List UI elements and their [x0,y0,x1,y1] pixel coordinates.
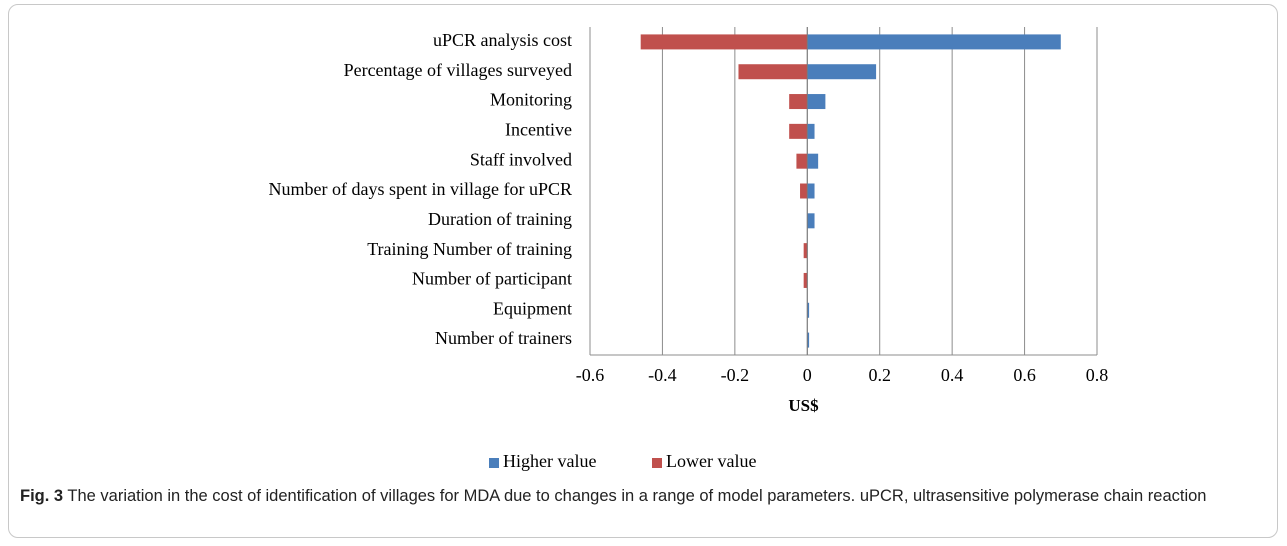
y-tick-label: Number of trainers [435,328,572,348]
bar [640,34,808,50]
bar [738,64,808,80]
legend-label: Lower value [666,451,756,471]
x-tick-label: 0.2 [868,365,891,385]
bar [807,332,810,348]
bar [789,123,808,139]
figure-caption: Fig. 3 The variation in the cost of iden… [20,484,1265,508]
figure-label: Fig. 3 [20,487,64,505]
bar [807,183,815,199]
caption-text: The variation in the cost of identificat… [67,487,1207,505]
y-tick-label: Number of participant [412,269,572,289]
legend-swatch [489,458,499,468]
bar [807,123,815,139]
y-tick-label: Incentive [505,119,572,139]
y-tick-label: Training Number of training [367,239,572,259]
x-tick-label: 0.4 [941,365,964,385]
bar [807,302,810,318]
bar [789,94,808,110]
bar [800,183,808,199]
bar [807,34,1061,50]
legend-swatch [652,458,662,468]
bar [803,272,808,288]
y-tick-label: Monitoring [490,90,572,110]
bar [807,153,819,169]
x-axis-label: US$ [788,396,819,415]
x-tick-label: -0.2 [721,365,750,385]
x-tick-label: 0.6 [1013,365,1036,385]
y-tick-label: Equipment [493,298,572,318]
chart: -0.6 -0.4 -0.2 0 0.2 0.4 0.6 0.8 US$ uPCR analysi… [269,27,1109,471]
bar [796,153,808,169]
bar [807,213,815,229]
x-tick-label: -0.6 [576,365,605,385]
bar [803,243,808,259]
y-tick-label: Staff involved [470,149,572,169]
x-tick-label: -0.4 [648,365,677,385]
y-tick-label: uPCR analysis cost [433,30,572,50]
x-tick-label: 0 [803,365,812,385]
bar [807,64,877,80]
figure-frame [8,4,1278,538]
y-tick-label: Number of days spent in village for uPCR [269,179,572,199]
legend-label: Higher value [503,451,596,471]
y-tick-label: Percentage of villages surveyed [344,60,572,80]
bar [807,94,826,110]
x-tick-label: 0.8 [1086,365,1109,385]
y-tick-label: Duration of training [428,209,572,229]
